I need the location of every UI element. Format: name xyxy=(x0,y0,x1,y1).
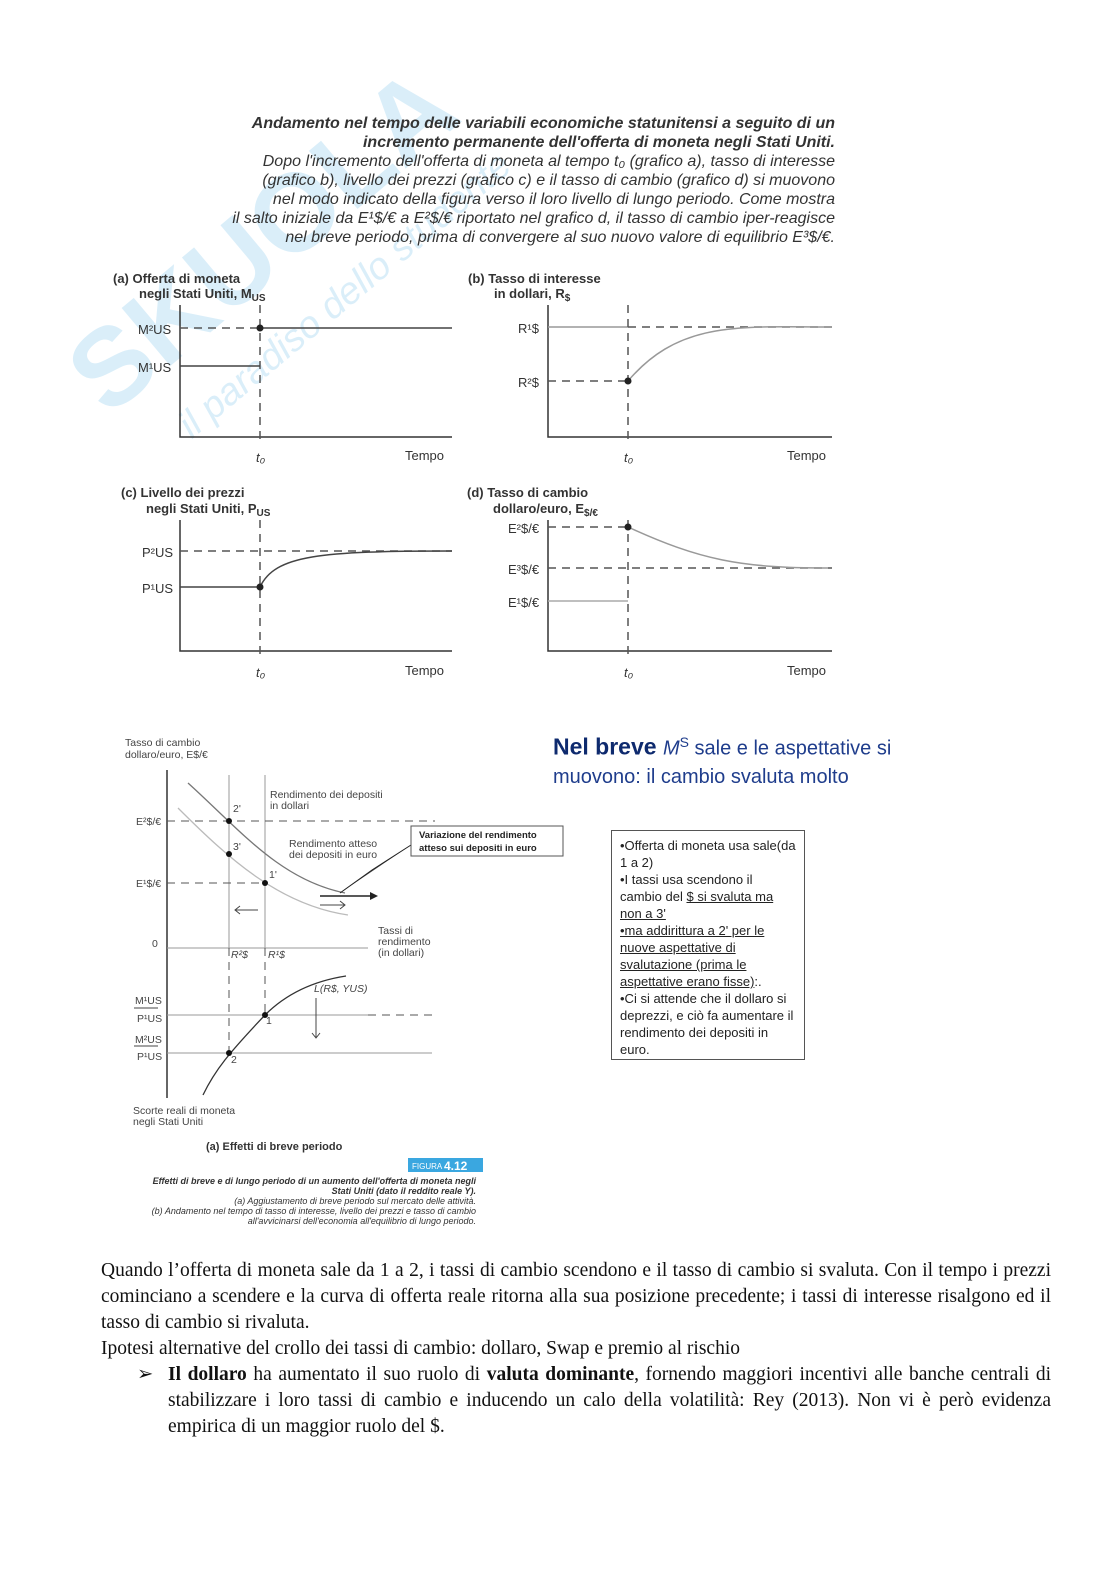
svg-text:2: 2 xyxy=(231,1054,237,1066)
watermark: SKUOLA il paradiso dello studente xyxy=(45,44,520,447)
slide-title: Nel breve MS sale e le aspettative si mu… xyxy=(553,733,892,788)
svg-text:E³$/€: E³$/€ xyxy=(508,562,540,577)
panel-b-interest-rate: (b) Tasso di interesse in dollari, R$ R¹… xyxy=(468,271,833,465)
svg-text:Tempo: Tempo xyxy=(405,663,444,678)
svg-text:dollaro/euro, E$/€: dollaro/euro, E$/€ xyxy=(493,501,598,519)
svg-text:atteso sui depositi in euro: atteso sui depositi in euro xyxy=(419,843,537,854)
svg-text:(a) Offerta di moneta: (a) Offerta di moneta xyxy=(113,271,241,286)
svg-text:in dollari, R$: in dollari, R$ xyxy=(494,286,571,304)
svg-text:all'avvicinarsi dell'economia: all'avvicinarsi dell'economia all'equili… xyxy=(248,1216,476,1226)
svg-text:Effetti di breve e di lungo pe: Effetti di breve e di lungo periodo di u… xyxy=(153,1176,477,1186)
svg-text:L(R$, YUS): L(R$, YUS) xyxy=(314,983,368,995)
svg-text:Rendimento dei depositi: Rendimento dei depositi xyxy=(270,789,383,801)
svg-text:R¹$: R¹$ xyxy=(518,321,540,336)
svg-text:negli Stati Uniti: negli Stati Uniti xyxy=(133,1116,203,1128)
short-run-diagram: Tasso di cambio dollaro/euro, E$/€ 2' 3'… xyxy=(125,737,564,1226)
svg-text:(grafico b), livello dei prezz: (grafico b), livello dei prezzi (grafico… xyxy=(262,172,835,189)
svg-text:2': 2' xyxy=(233,803,241,815)
svg-text:E²$/€: E²$/€ xyxy=(136,816,161,828)
svg-text:R²$: R²$ xyxy=(518,375,540,390)
figures: SKUOLA il paradiso dello studente Andame… xyxy=(45,44,835,1226)
svg-text:R²$: R²$ xyxy=(231,949,248,961)
svg-text:0: 0 xyxy=(152,938,158,950)
svg-text:t₀: t₀ xyxy=(624,665,634,680)
svg-text:Scorte reali di moneta: Scorte reali di moneta xyxy=(133,1105,235,1117)
slide-note-box: •Offerta di moneta usa sale(da 1 a 2) •I… xyxy=(611,830,805,1060)
svg-text:Tempo: Tempo xyxy=(787,663,826,678)
svg-text:Variazione del rendimento: Variazione del rendimento xyxy=(419,830,537,841)
svg-text:Tassi di: Tassi di xyxy=(378,925,413,937)
svg-text:Andamento nel tempo delle vari: Andamento nel tempo delle variabili econ… xyxy=(251,115,835,132)
svg-text:1: 1 xyxy=(266,1015,272,1027)
svg-text:Dopo l'incremento dell'offerta: Dopo l'incremento dell'offerta di moneta… xyxy=(263,153,835,170)
panel-a-money-supply: (a) Offerta di moneta negli Stati Uniti,… xyxy=(113,271,452,465)
svg-text:il salto iniziale da E¹$/€ a E: il salto iniziale da E¹$/€ a E²$/€ ripor… xyxy=(232,210,835,227)
svg-text:E¹$/€: E¹$/€ xyxy=(136,878,161,890)
svg-text:P¹US: P¹US xyxy=(137,1013,162,1025)
top-figure-caption: Andamento nel tempo delle variabili econ… xyxy=(232,115,835,246)
svg-text:t₀: t₀ xyxy=(624,450,634,465)
svg-text:nel modo indicato della figura: nel modo indicato della figura verso il … xyxy=(273,191,835,208)
svg-text:E¹$/€: E¹$/€ xyxy=(508,595,540,610)
svg-text:(c) Livello dei prezzi: (c) Livello dei prezzi xyxy=(121,485,245,500)
svg-text:dei depositi in euro: dei depositi in euro xyxy=(289,849,377,861)
svg-text:3': 3' xyxy=(233,841,241,853)
svg-text:1': 1' xyxy=(269,869,277,881)
svg-text:P¹US: P¹US xyxy=(142,581,173,596)
svg-text:nel breve periodo, prima di co: nel breve periodo, prima di convergere a… xyxy=(285,229,835,246)
svg-text:Rendimento atteso: Rendimento atteso xyxy=(289,838,377,850)
paragraph: Quando l’offerta di moneta sale da 1 a 2… xyxy=(101,1260,1051,1333)
body-text: Quando l’offerta di moneta sale da 1 a 2… xyxy=(101,1258,1051,1440)
svg-text:FIGURA: FIGURA xyxy=(412,1162,443,1171)
svg-text:Tasso di cambio: Tasso di cambio xyxy=(125,737,200,749)
svg-text:M²US: M²US xyxy=(138,322,172,337)
svg-text:rendimento: rendimento xyxy=(378,936,431,948)
svg-text:Stati Uniti (dato il reddito r: Stati Uniti (dato il reddito reale Y). xyxy=(332,1186,476,1196)
panel-d-exchange-rate: (d) Tasso di cambio dollaro/euro, E$/€ E… xyxy=(467,485,832,680)
svg-text:t₀: t₀ xyxy=(256,665,266,680)
svg-text:(d) Tasso di cambio: (d) Tasso di cambio xyxy=(467,485,588,500)
svg-text:E²$/€: E²$/€ xyxy=(508,521,540,536)
svg-text:Tempo: Tempo xyxy=(787,448,826,463)
svg-text:t₀: t₀ xyxy=(256,450,266,465)
svg-text:P¹US: P¹US xyxy=(137,1051,162,1063)
paragraph: Ipotesi alternative del crollo dei tassi… xyxy=(101,1338,740,1359)
svg-text:(a) Aggiustamento di breve per: (a) Aggiustamento di breve periodo sul m… xyxy=(234,1196,476,1206)
arrow-bullet-icon: ➢ xyxy=(137,1364,154,1385)
svg-text:4.12: 4.12 xyxy=(444,1159,468,1173)
svg-text:M²US: M²US xyxy=(135,1034,162,1046)
panel-c-price-level: (c) Livello dei prezzi negli Stati Uniti… xyxy=(121,485,453,680)
svg-text:incremento permanente dell'off: incremento permanente dell'offerta di mo… xyxy=(363,134,835,151)
svg-text:(in dollari): (in dollari) xyxy=(378,947,424,959)
svg-text:M¹US: M¹US xyxy=(138,360,172,375)
svg-text:(b) Tasso di interesse: (b) Tasso di interesse xyxy=(468,271,601,286)
bullet-item: ➢ Il dollaro ha aumentato il suo ruolo d… xyxy=(137,1362,1051,1440)
figure-badge xyxy=(408,1158,483,1172)
svg-text:negli Stati Uniti, MUS: negli Stati Uniti, MUS xyxy=(139,286,266,304)
svg-text:(a) Effetti di breve periodo: (a) Effetti di breve periodo xyxy=(206,1141,343,1153)
svg-text:dollaro/euro, E$/€: dollaro/euro, E$/€ xyxy=(125,749,208,761)
svg-text:Tempo: Tempo xyxy=(405,448,444,463)
svg-text:P²US: P²US xyxy=(142,545,173,560)
svg-text:(b) Andamento nel tempo di tas: (b) Andamento nel tempo di tasso di inte… xyxy=(152,1206,476,1216)
svg-text:R¹$: R¹$ xyxy=(268,949,285,961)
svg-text:negli Stati Uniti, PUS: negli Stati Uniti, PUS xyxy=(146,501,271,519)
svg-text:M¹US: M¹US xyxy=(135,995,162,1007)
svg-text:in dollari: in dollari xyxy=(270,800,309,812)
